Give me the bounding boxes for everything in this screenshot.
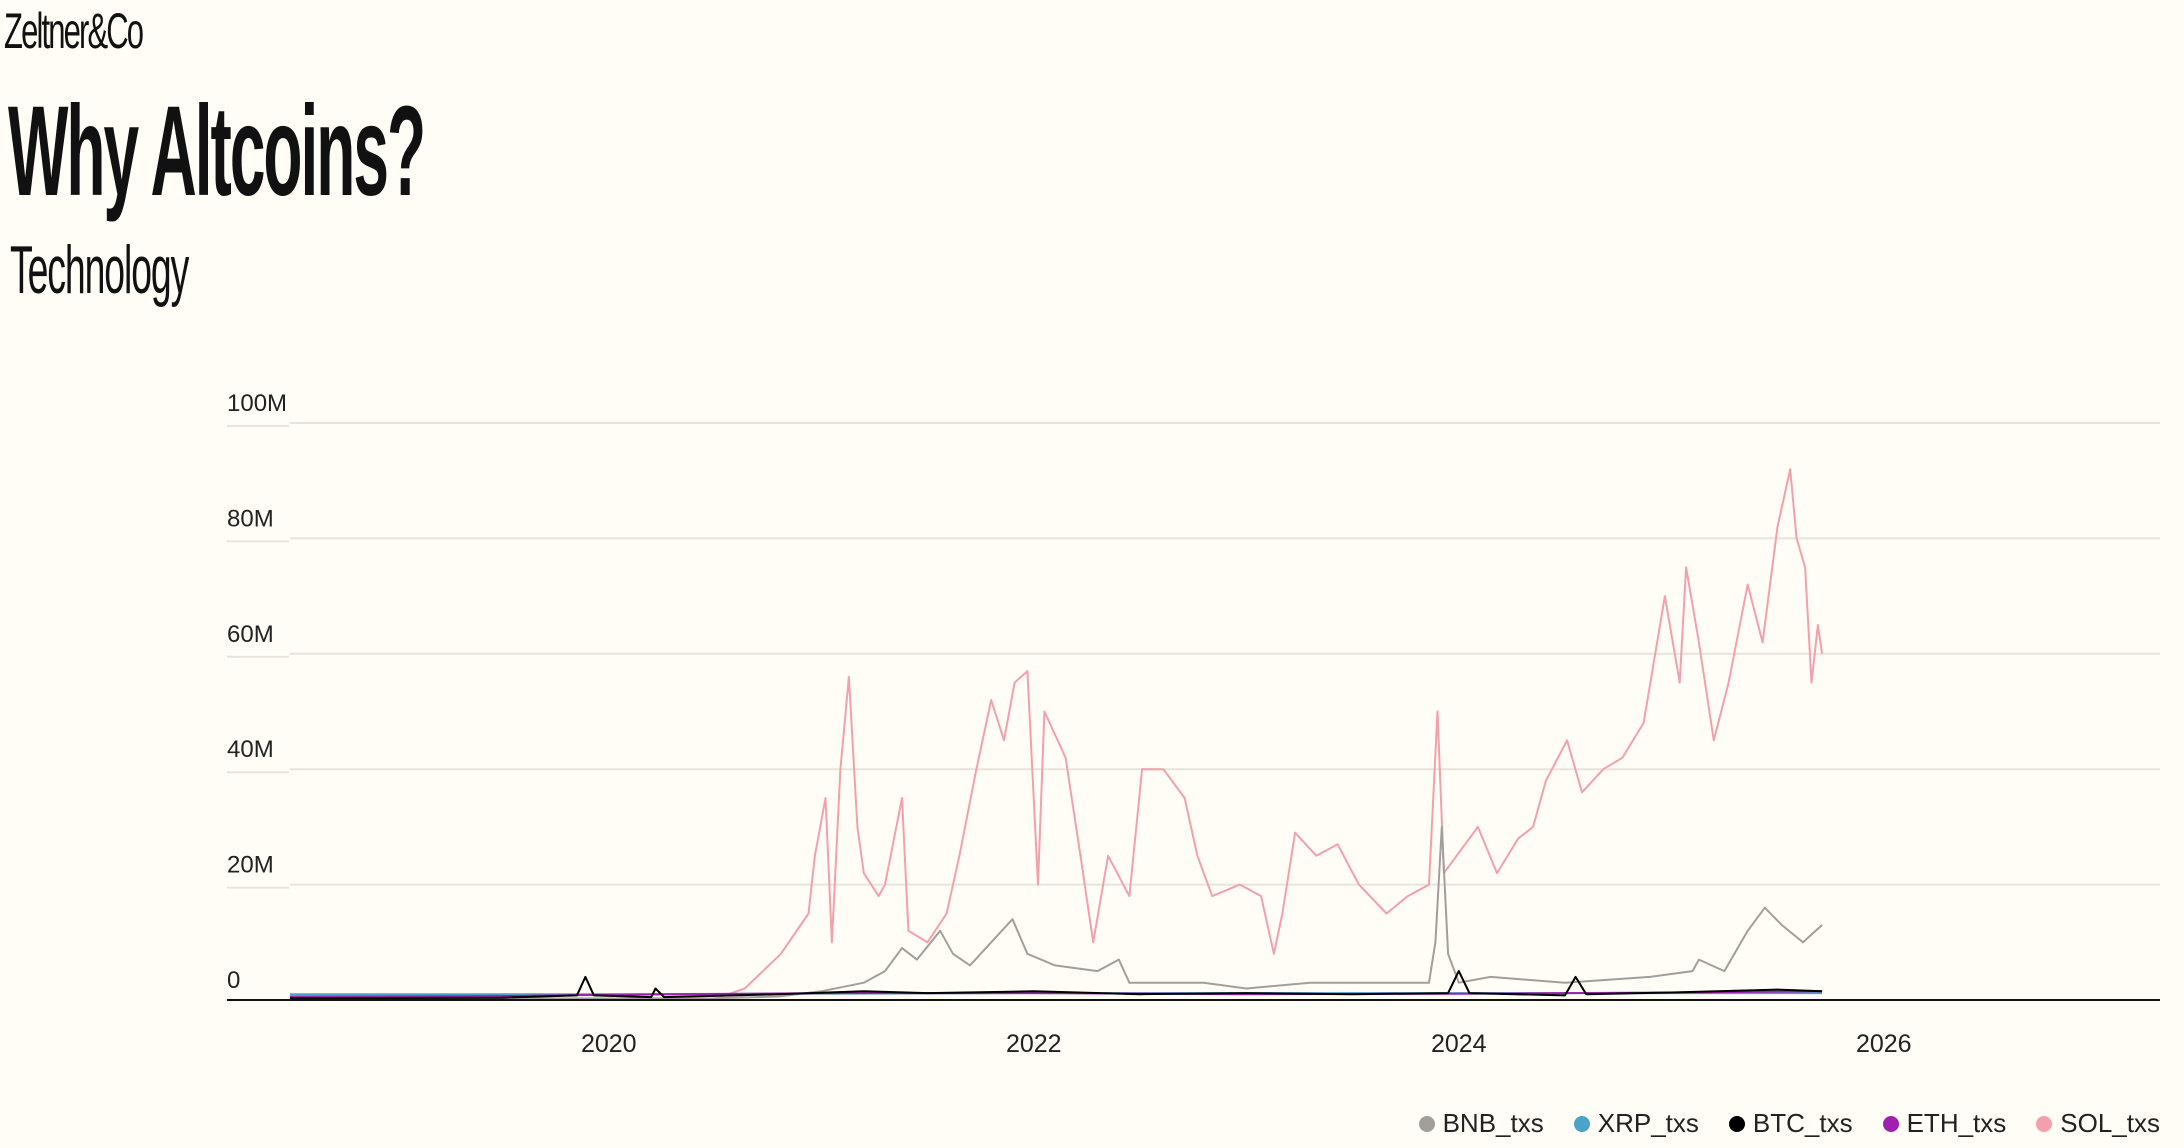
series-line-bnb-txs (289, 825, 1823, 1000)
y-tick-label: 40M (227, 736, 274, 763)
chart-legend: BNB_txs XRP_txs BTC_txs ETH_txs SOL_txs (1418, 1108, 2160, 1139)
legend-item[interactable]: ETH_txs (1882, 1108, 2007, 1139)
x-tick-label: 2020 (581, 1030, 637, 1058)
legend-label: SOL_txs (2060, 1108, 2160, 1138)
legend-label: XRP_txs (1597, 1108, 1699, 1138)
y-tick-label: 20M (227, 852, 274, 879)
legend-item[interactable]: BTC_txs (1728, 1108, 1853, 1139)
legend-item[interactable]: XRP_txs (1573, 1108, 1699, 1139)
legend-label: ETH_txs (1906, 1108, 2007, 1138)
grid-group (227, 422, 2160, 889)
legend-swatch (1418, 1115, 1435, 1132)
legend-label: BNB_txs (1442, 1108, 1544, 1138)
legend-label: BTC_txs (1752, 1108, 1853, 1138)
legend-swatch (2036, 1115, 2053, 1132)
y-tick-label: 60M (227, 621, 274, 648)
logo: Zeltner&Co (4, 3, 144, 59)
y-tick-label: 80M (227, 505, 274, 532)
legend-item[interactable]: BNB_txs (1418, 1108, 1544, 1139)
page-subtitle: Technology (10, 232, 189, 308)
legend-swatch (1573, 1115, 1590, 1132)
legend-swatch (1882, 1115, 1899, 1132)
y-tick-label: 100M (227, 390, 287, 417)
legend-item[interactable]: SOL_txs (2036, 1108, 2160, 1139)
page-title: Why Altcoins? (8, 80, 426, 223)
x-tick-label: 2022 (1006, 1030, 1062, 1058)
y-tick-label: 0 (227, 967, 240, 994)
x-tick-label: 2026 (1856, 1030, 1912, 1058)
series-line-sol-txs (714, 468, 1824, 1000)
x-tick-label: 2024 (1431, 1030, 1487, 1058)
series-line-eth-txs (289, 990, 1823, 998)
legend-swatch (1728, 1115, 1745, 1132)
series-line-btc-txs (289, 970, 1823, 1000)
series-group (289, 468, 1824, 1000)
axes-group: 0 20M 40M 60M 80M 100M 2020 2022 2024 2026 (227, 390, 2160, 1058)
